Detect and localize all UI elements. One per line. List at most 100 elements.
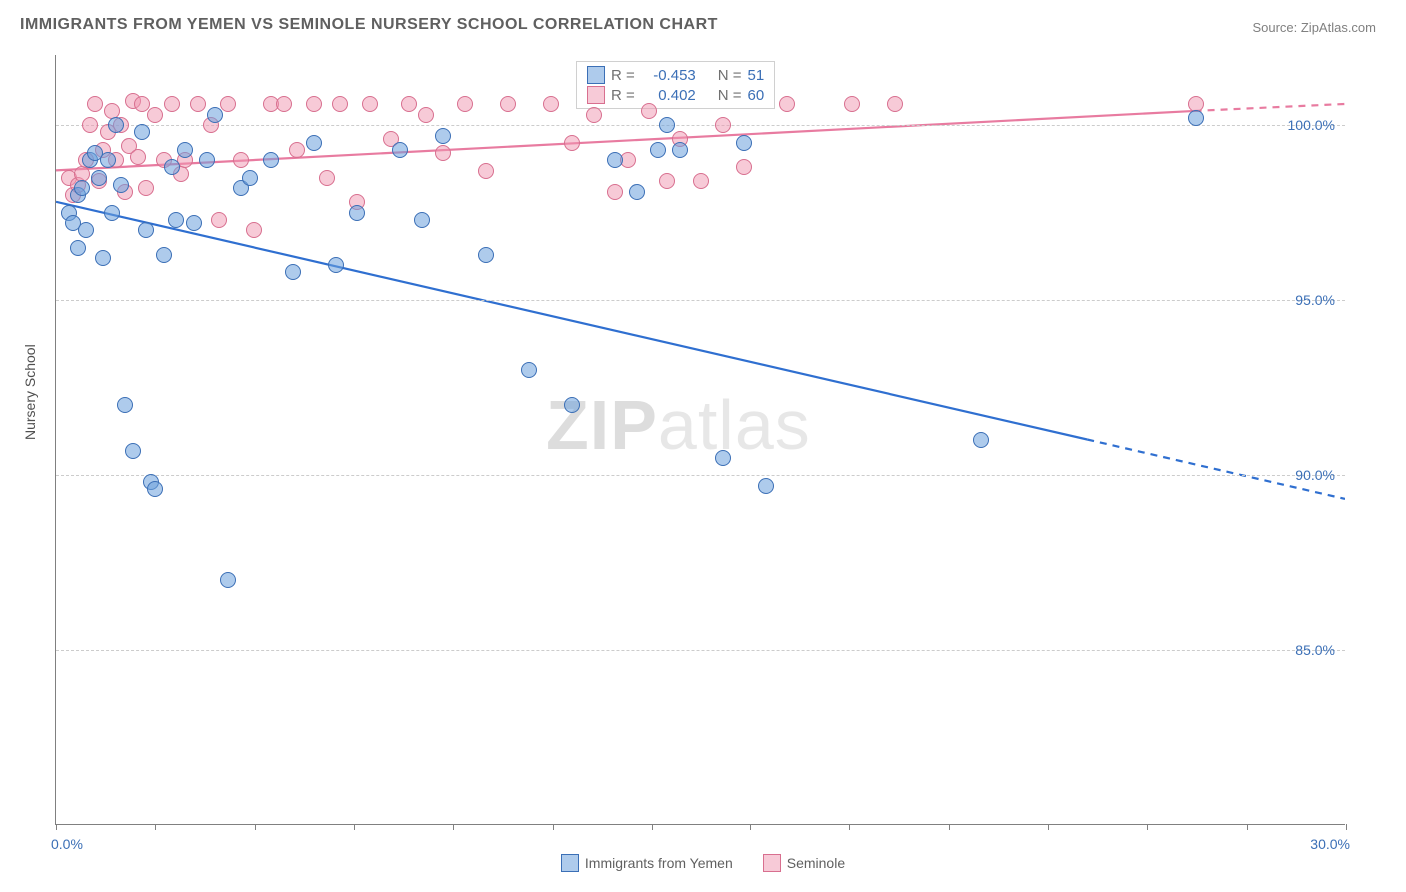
scatter-point-seminole [693,173,709,189]
scatter-point-seminole [233,152,249,168]
scatter-point-seminole [147,107,163,123]
scatter-point-yemen [285,264,301,280]
scatter-point-seminole [164,96,180,112]
y-tick-label: 85.0% [1295,642,1335,658]
scatter-point-yemen [100,152,116,168]
legend-swatch [587,66,605,84]
scatter-point-seminole [500,96,516,112]
scatter-point-seminole [246,222,262,238]
scatter-point-yemen [736,135,752,151]
scatter-point-seminole [319,170,335,186]
scatter-point-yemen [607,152,623,168]
x-tick [652,824,653,830]
legend-row-seminole: R =0.402N =60 [587,86,764,104]
legend-n-value: 51 [748,67,765,84]
y-axis-label: Nursery School [22,344,38,440]
x-tick [354,824,355,830]
scatter-point-yemen [414,212,430,228]
legend-r-label: R = [611,67,635,84]
scatter-point-yemen [659,117,675,133]
x-min-label: 0.0% [51,836,83,852]
scatter-point-yemen [199,152,215,168]
scatter-point-yemen [306,135,322,151]
scatter-point-yemen [78,222,94,238]
scatter-point-yemen [138,222,154,238]
scatter-point-seminole [82,117,98,133]
source-attribution: Source: ZipAtlas.com [1252,20,1376,35]
x-tick [1147,824,1148,830]
legend-n-value: 60 [748,87,765,104]
scatter-point-seminole [190,96,206,112]
scatter-point-seminole [130,149,146,165]
scatter-point-seminole [276,96,292,112]
x-tick [56,824,57,830]
series-legend-label: Seminole [787,855,845,871]
scatter-point-seminole [289,142,305,158]
legend-swatch [763,854,781,872]
gridline [56,475,1345,476]
scatter-point-yemen [521,362,537,378]
scatter-point-seminole [586,107,602,123]
scatter-point-yemen [564,397,580,413]
scatter-point-yemen [70,240,86,256]
scatter-point-yemen [349,205,365,221]
legend-swatch [561,854,579,872]
x-tick [255,824,256,830]
scatter-point-seminole [478,163,494,179]
x-tick [553,824,554,830]
gridline [56,125,1345,126]
scatter-point-seminole [641,103,657,119]
scatter-point-seminole [418,107,434,123]
scatter-point-yemen [168,212,184,228]
scatter-point-yemen [715,450,731,466]
x-tick [849,824,850,830]
series-legend-item: Seminole [763,854,845,872]
legend-n-label: N = [718,67,742,84]
y-tick-label: 95.0% [1295,292,1335,308]
series-legend: Immigrants from Yemen Seminole [0,854,1406,872]
scatter-point-yemen [435,128,451,144]
scatter-point-seminole [715,117,731,133]
scatter-point-seminole [138,180,154,196]
series-legend-item: Immigrants from Yemen [561,854,733,872]
scatter-point-seminole [332,96,348,112]
scatter-point-yemen [117,397,133,413]
x-tick [1048,824,1049,830]
scatter-point-yemen [207,107,223,123]
source-link[interactable]: ZipAtlas.com [1301,20,1376,35]
legend-r-value: 0.402 [641,87,696,104]
scatter-point-seminole [736,159,752,175]
chart-title: IMMIGRANTS FROM YEMEN VS SEMINOLE NURSER… [20,16,718,34]
scatter-point-yemen [672,142,688,158]
scatter-point-yemen [1188,110,1204,126]
scatter-point-seminole [435,145,451,161]
scatter-point-seminole [887,96,903,112]
x-tick [750,824,751,830]
gridline [56,300,1345,301]
scatter-point-seminole [87,96,103,112]
scatter-point-seminole [607,184,623,200]
plot-area: ZIPatlas R =-0.453N =51R =0.402N =60 100… [55,55,1345,825]
scatter-point-seminole [457,96,473,112]
scatter-point-seminole [779,96,795,112]
x-tick [453,824,454,830]
series-legend-label: Immigrants from Yemen [585,855,733,871]
watermark: ZIPatlas [546,385,811,465]
x-tick [155,824,156,830]
scatter-point-seminole [659,173,675,189]
scatter-point-yemen [134,124,150,140]
scatter-point-yemen [113,177,129,193]
scatter-point-yemen [156,247,172,263]
source-prefix: Source: [1252,20,1300,35]
scatter-point-seminole [306,96,322,112]
legend-row-yemen: R =-0.453N =51 [587,66,764,84]
legend-r-label: R = [611,87,635,104]
scatter-point-yemen [263,152,279,168]
scatter-point-yemen [104,205,120,221]
scatter-point-seminole [220,96,236,112]
scatter-point-yemen [177,142,193,158]
correlation-legend: R =-0.453N =51R =0.402N =60 [576,61,775,109]
y-tick-label: 100.0% [1288,117,1335,133]
scatter-point-yemen [108,117,124,133]
x-tick [1247,824,1248,830]
